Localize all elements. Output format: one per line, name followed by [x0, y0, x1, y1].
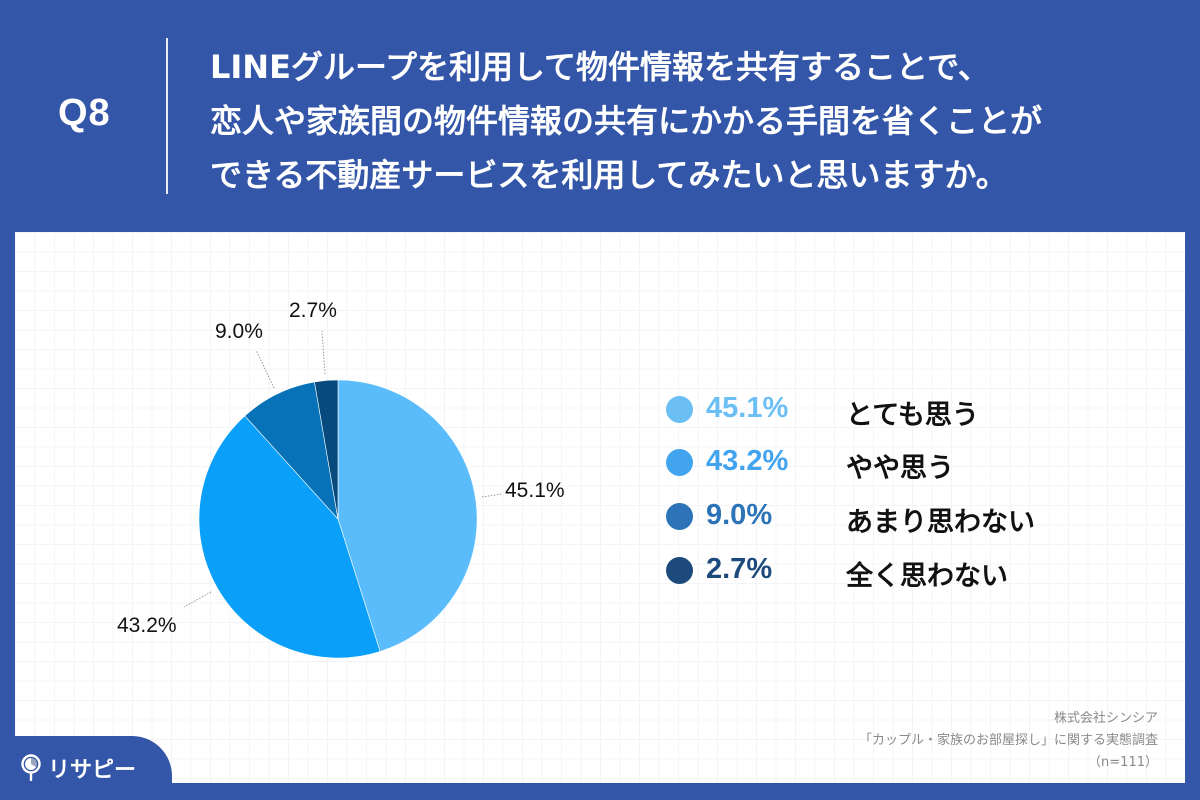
question-header: Q8 LINEグループを利用して物件情報を共有することで、 恋人や家族間の物件情… [0, 0, 1200, 232]
source-survey: 「カップル・家族のお部屋探し」に関する実態調査 [858, 733, 1158, 748]
legend-dot-icon [666, 396, 693, 423]
leader-line-43 [183, 591, 212, 608]
question-line-3: できる不動産サービスを利用してみたいと思いますか。 [210, 156, 1008, 194]
source-note: 株式会社シンシア 「カップル・家族のお部屋探し」に関する実態調査 （n=111） [859, 708, 1158, 774]
brand-name: リサピー [48, 758, 137, 783]
legend-item: 2.7% 全く思わない [666, 553, 1086, 592]
legend-dot-icon [666, 449, 693, 476]
header-divider [166, 38, 168, 194]
leader-line-45 [481, 493, 503, 498]
legend-label: やや思う [846, 453, 954, 484]
pie-slice-not-at-all [314, 379, 339, 520]
source-sample-size: （n=111） [1088, 755, 1158, 770]
legend-pct: 43.2% [706, 445, 789, 477]
legend-item: 45.1% とても思う [666, 392, 1086, 431]
question-line-2: 恋人や家族間の物件情報の共有にかかる手間を省くことが [210, 102, 1043, 140]
pie-label-43: 43.2% [117, 614, 177, 637]
pie-label-2: 2.7% [289, 299, 337, 322]
legend-label: あまり思わない [846, 507, 1035, 538]
legend-item: 43.2% やや思う [666, 445, 1086, 484]
question-text: LINEグループを利用して物件情報を共有することで、 恋人や家族間の物件情報の共… [210, 40, 1170, 202]
question-number: Q8 [58, 92, 111, 134]
leader-line-2 [321, 330, 326, 375]
legend-pct: 9.0% [706, 499, 773, 531]
legend-pct: 2.7% [706, 553, 773, 585]
pie-slice-very-much [337, 379, 478, 652]
legend-dot-icon [666, 503, 693, 530]
pin-pie-icon [21, 754, 41, 782]
brand-logo: リサピー [20, 752, 136, 784]
pie-label-45: 45.1% [505, 479, 565, 502]
legend-label: 全く思わない [846, 561, 1008, 592]
pie-label-9: 9.0% [215, 320, 263, 343]
source-company: 株式会社シンシア [1053, 711, 1158, 726]
pie-slice-somewhat [198, 415, 381, 659]
leader-line-9 [255, 349, 275, 389]
legend-label: とても思う [846, 400, 979, 431]
question-line-1: LINEグループを利用して物件情報を共有することで、 [210, 48, 990, 86]
legend-dot-icon [666, 557, 693, 584]
legend-pct: 45.1% [706, 392, 789, 424]
legend-item: 9.0% あまり思わない [666, 499, 1086, 538]
